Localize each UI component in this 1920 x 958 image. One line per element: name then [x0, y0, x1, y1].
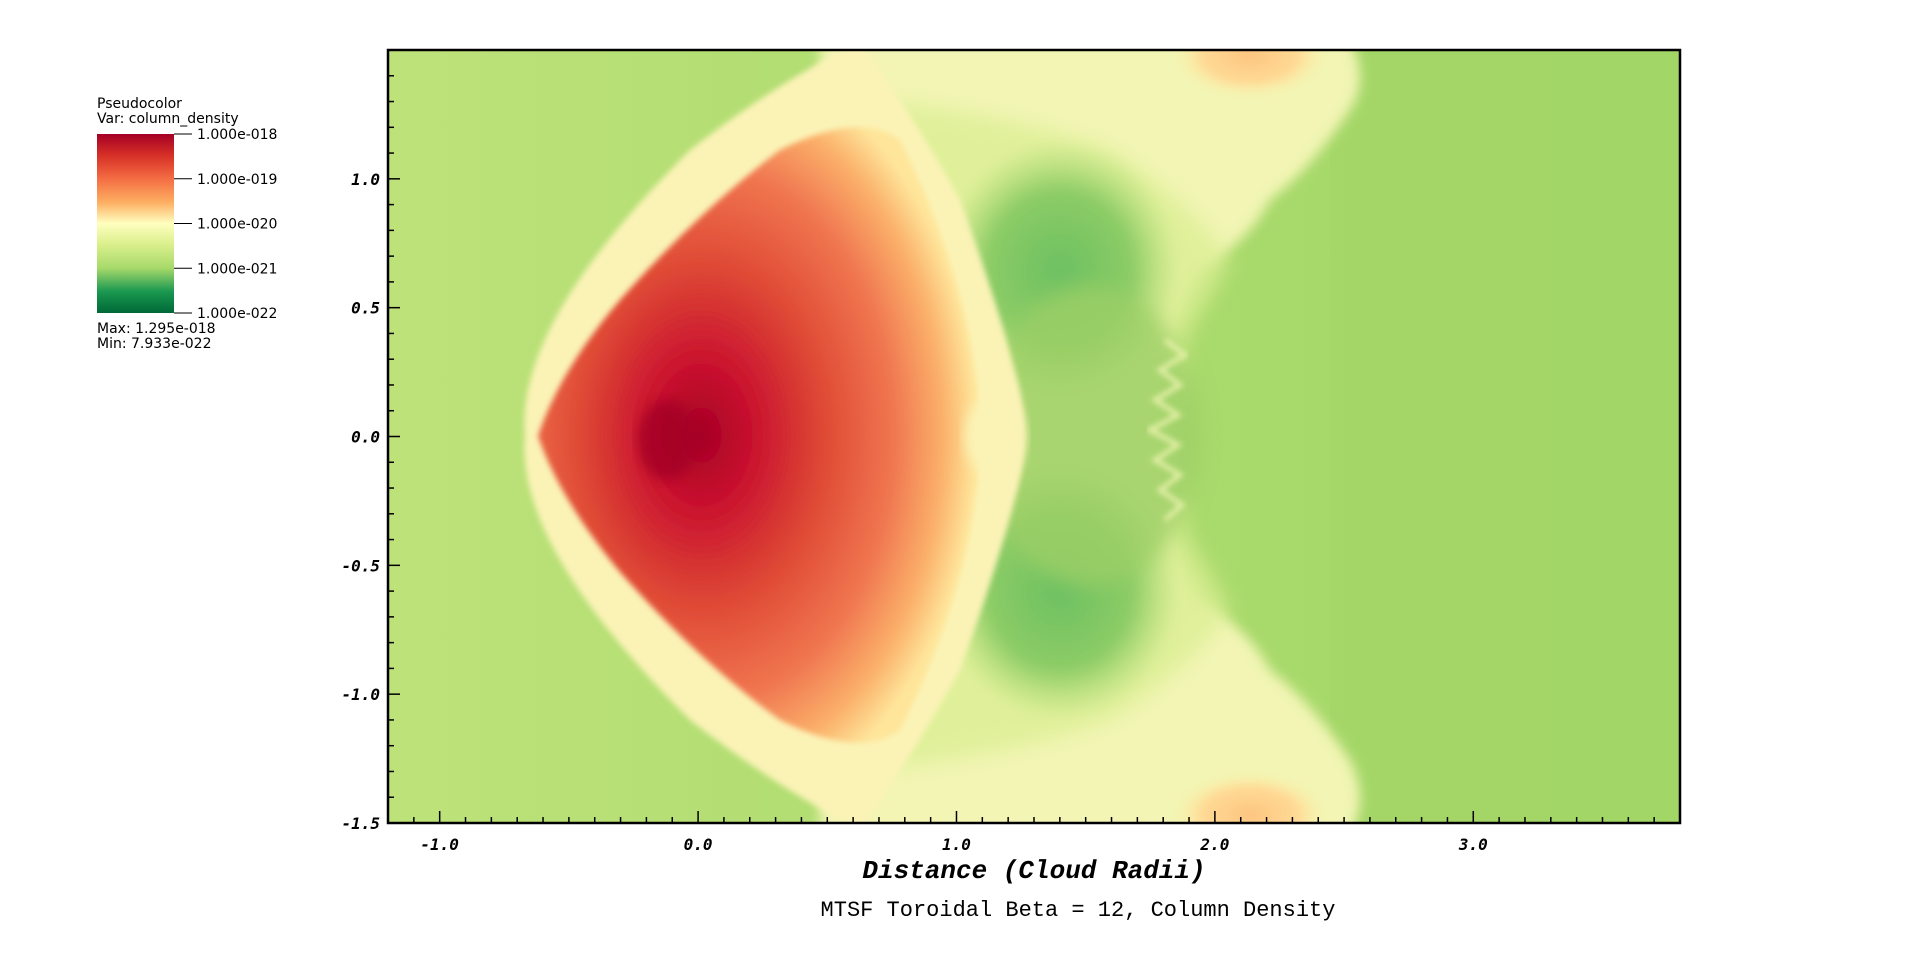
colorbar-ticks: 1.000e-018 1.000e-019 1.000e-020 1.000e-021… — [174, 127, 277, 322]
legend-title: Pseudocolor — [97, 96, 182, 112]
y-axis: 1.0 0.5 0.0 -0.5 -1.0 -1.5 — [341, 49, 400, 833]
colorbar — [97, 134, 174, 313]
colorbar-tick-label: 1.000e-022 — [197, 306, 277, 322]
y-tick-label: 1.0 — [351, 170, 380, 189]
x-tick-label: 2.0 — [1199, 835, 1229, 854]
x-axis-title: Distance (Cloud Radii) — [862, 856, 1205, 886]
legend-max: Max: 1.295e-018 — [97, 321, 216, 337]
bottom-cap — [1170, 770, 1330, 823]
colorbar-tick-label: 1.000e-021 — [197, 261, 277, 277]
y-tick-label: 0.5 — [351, 299, 380, 318]
y-tick-label: -0.5 — [341, 556, 380, 575]
x-tick-label: 0.0 — [684, 835, 713, 854]
x-axis: -1.0 0.0 1.0 2.0 3.0 — [387, 811, 1681, 854]
colorbar-tick-label: 1.000e-020 — [197, 217, 277, 233]
legend-var: Var: column_density — [97, 111, 239, 127]
chart-title: MTSF Toroidal Beta = 12, Column Density — [821, 898, 1336, 923]
colorbar-tick-label: 1.000e-018 — [197, 127, 277, 143]
y-tick-label: -1.5 — [341, 814, 380, 833]
heatmap-field — [388, 50, 1680, 823]
x-tick-label: -1.0 — [420, 835, 459, 854]
top-cap — [1170, 50, 1330, 100]
legend-min: Min: 7.933e-022 — [97, 336, 211, 352]
y-tick-label: -1.0 — [341, 685, 380, 704]
colorbar-tick-label: 1.000e-019 — [197, 172, 277, 188]
x-tick-label: 3.0 — [1458, 835, 1488, 854]
colorbar-legend: Pseudocolor Var: column_density 1.000e-0… — [97, 96, 277, 352]
y-tick-label: 0.0 — [351, 428, 380, 447]
x-tick-label: 1.0 — [942, 835, 971, 854]
